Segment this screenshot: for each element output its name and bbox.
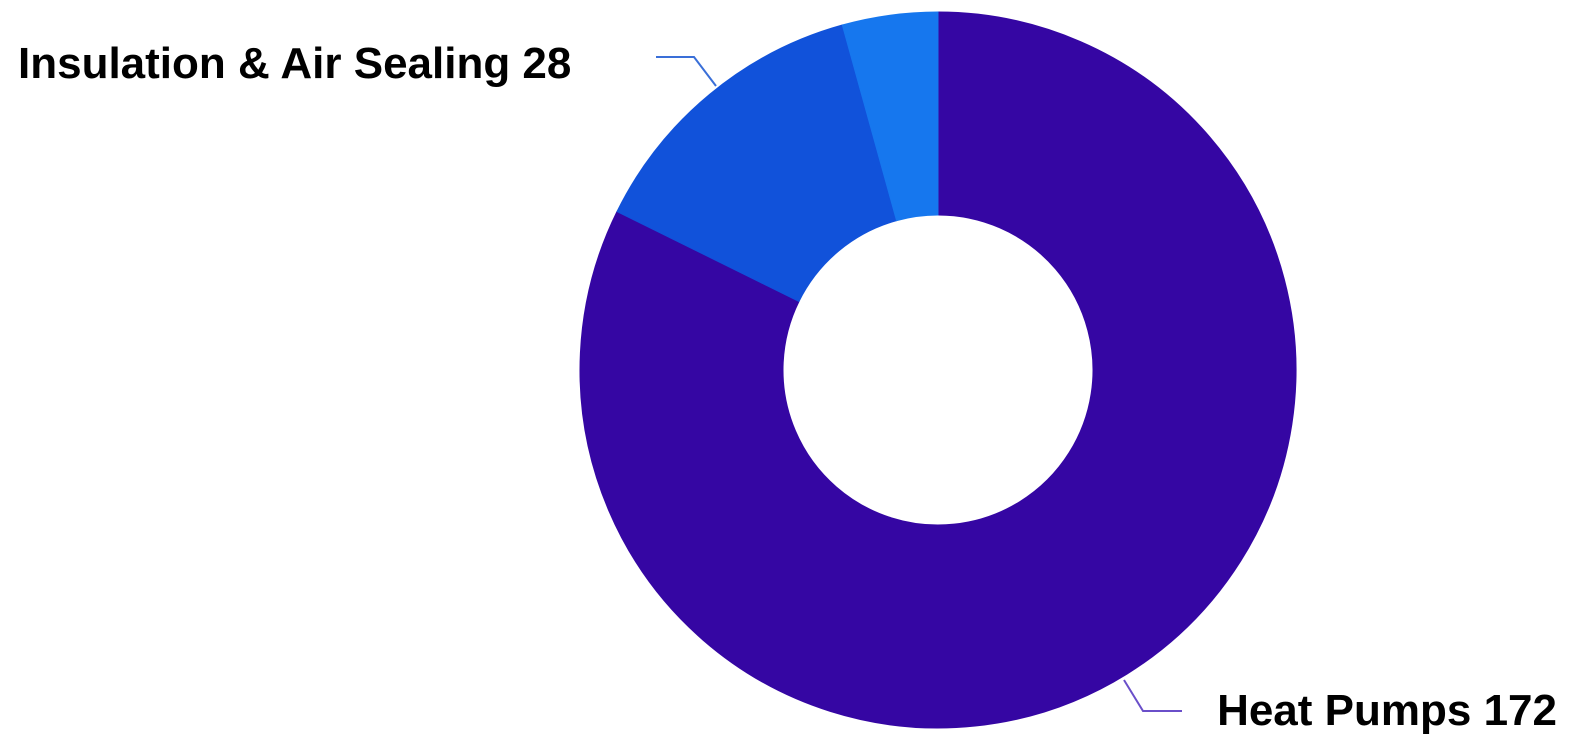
donut-slice-heat-pumps bbox=[579, 11, 1297, 729]
data-label-heat-pumps: Heat Pumps 172 bbox=[1217, 686, 1557, 735]
data-label-insulation-air-sealing: Insulation & Air Sealing 28 bbox=[18, 39, 571, 88]
donut-slice-segment-3 bbox=[841, 11, 939, 222]
donut-slice-insulation-air-sealing bbox=[616, 24, 898, 303]
leader-line-heat-pumps bbox=[1123, 679, 1182, 712]
donut-slices bbox=[579, 11, 1297, 729]
leader-line-insulation-air-sealing bbox=[656, 56, 717, 87]
leader-lines bbox=[656, 56, 1182, 712]
